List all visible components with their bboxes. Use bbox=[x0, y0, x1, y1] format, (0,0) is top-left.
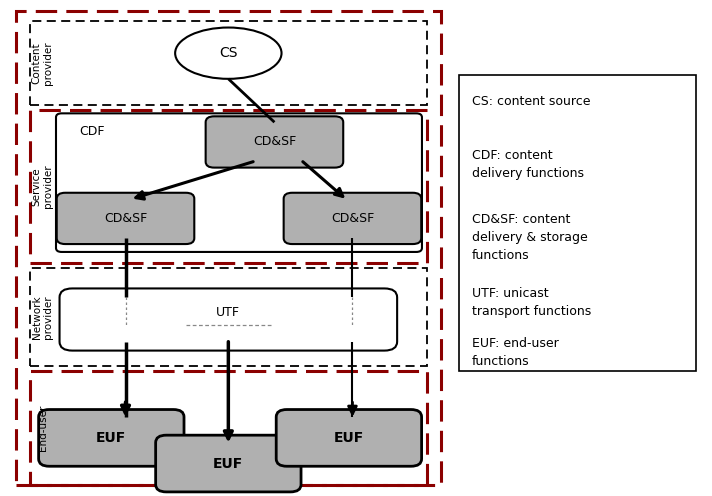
Text: CD&SF: CD&SF bbox=[331, 212, 374, 225]
Text: CDF: content
delivery functions: CDF: content delivery functions bbox=[471, 149, 584, 181]
Text: End-user: End-user bbox=[38, 405, 48, 451]
Text: Service
provider: Service provider bbox=[32, 165, 53, 208]
FancyBboxPatch shape bbox=[60, 289, 397, 351]
Ellipse shape bbox=[175, 28, 281, 79]
FancyBboxPatch shape bbox=[38, 410, 184, 466]
Text: CS: CS bbox=[219, 46, 238, 60]
Text: CD&SF: content
delivery & storage
functions: CD&SF: content delivery & storage functi… bbox=[471, 213, 587, 262]
FancyBboxPatch shape bbox=[56, 114, 422, 252]
Text: EUF: EUF bbox=[96, 431, 127, 445]
Bar bbox=[30, 268, 427, 367]
FancyBboxPatch shape bbox=[57, 193, 194, 244]
Text: EUF: end-user
functions: EUF: end-user functions bbox=[471, 337, 558, 368]
Bar bbox=[30, 372, 427, 485]
Bar bbox=[30, 21, 427, 105]
Bar bbox=[459, 75, 696, 372]
Text: EUF: EUF bbox=[334, 431, 364, 445]
Text: Network
provider: Network provider bbox=[32, 295, 53, 339]
Text: CD&SF: CD&SF bbox=[104, 212, 147, 225]
FancyBboxPatch shape bbox=[206, 116, 343, 168]
Text: UTF: unicast
transport functions: UTF: unicast transport functions bbox=[471, 288, 591, 318]
FancyBboxPatch shape bbox=[276, 410, 422, 466]
Text: EUF: EUF bbox=[213, 456, 244, 471]
FancyBboxPatch shape bbox=[283, 193, 422, 244]
Text: Content
provider: Content provider bbox=[32, 41, 53, 85]
Text: CS: content source: CS: content source bbox=[471, 95, 590, 108]
Text: CDF: CDF bbox=[80, 124, 105, 138]
Text: CD&SF: CD&SF bbox=[253, 135, 296, 148]
Text: UTF: UTF bbox=[216, 306, 241, 318]
Bar bbox=[30, 110, 427, 263]
FancyBboxPatch shape bbox=[156, 435, 301, 492]
Bar bbox=[16, 11, 441, 485]
